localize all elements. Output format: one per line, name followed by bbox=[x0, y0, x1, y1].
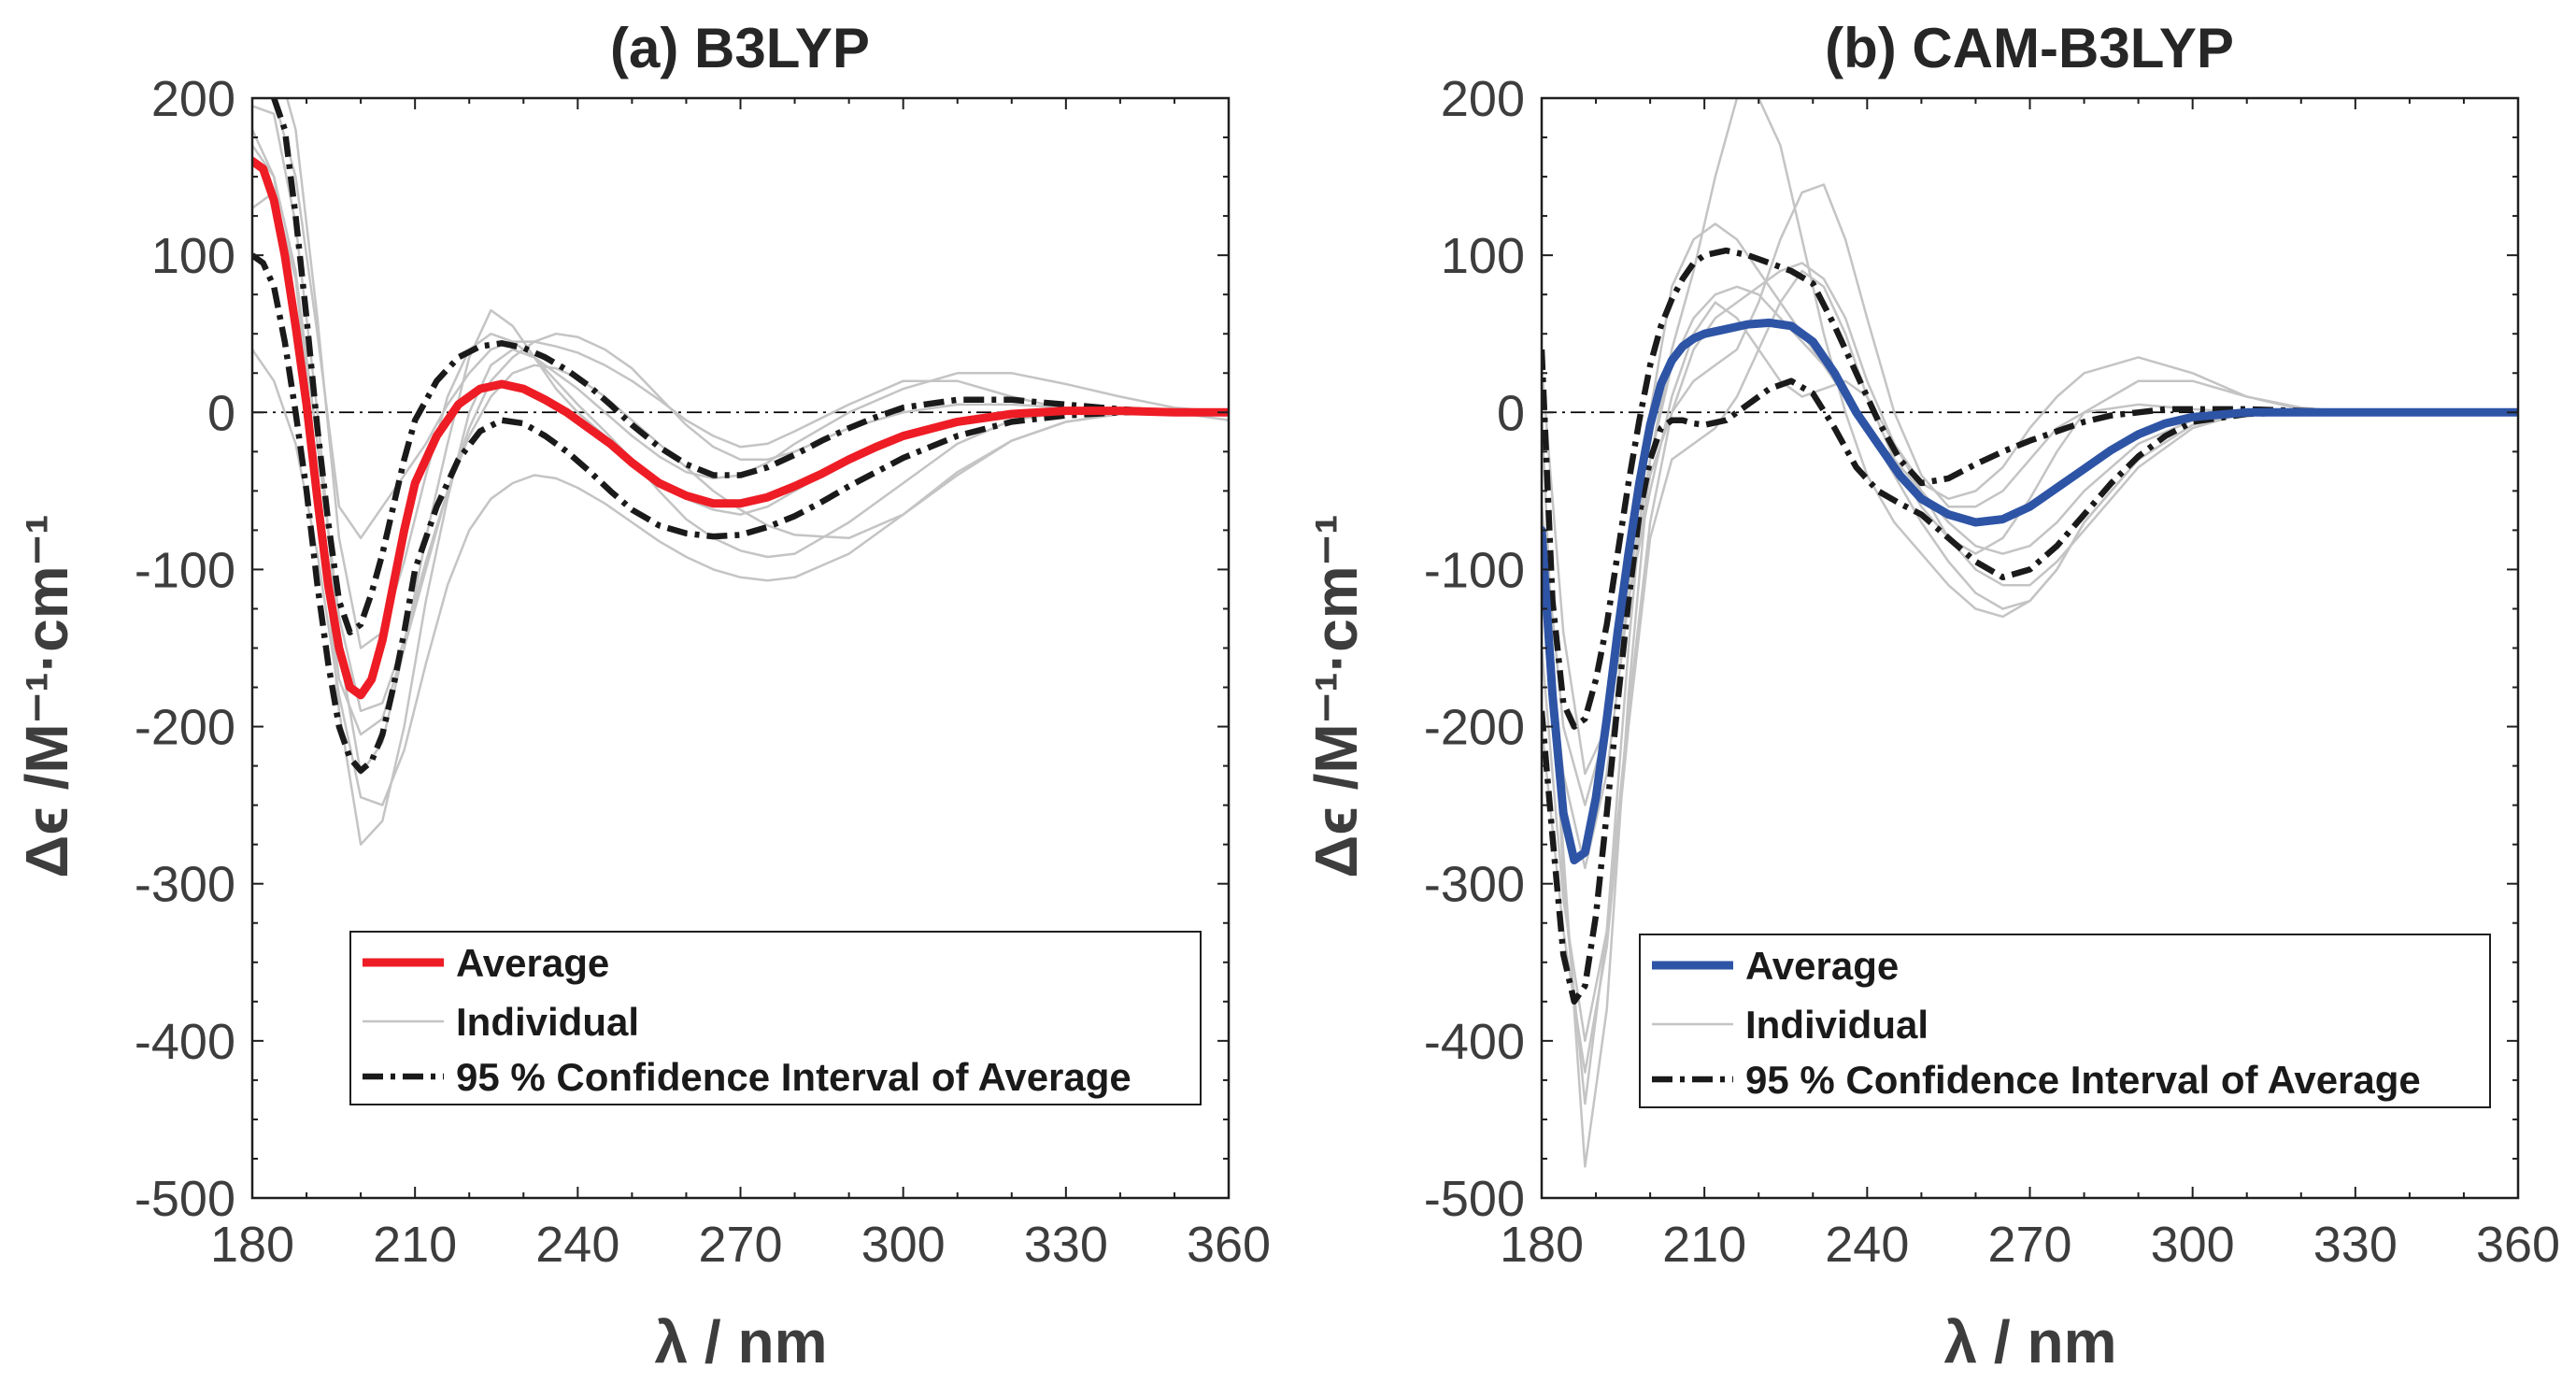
panel-a-x-tick-label: 210 bbox=[373, 1217, 457, 1273]
panel-b-x-axis-label: λ / nm bbox=[1944, 1308, 2117, 1376]
panel-a: (a) B3LYP 200 100 0 -100 -200 -300 -400 -500180… bbox=[13, 17, 1271, 1376]
panel-a-y-tick-label: -400 bbox=[135, 1014, 235, 1070]
panel-b-x-tick-label: 330 bbox=[2313, 1217, 2398, 1273]
panel-b-x-tick-label: 210 bbox=[1662, 1217, 1746, 1273]
panel-b-x-tick-label: 360 bbox=[2476, 1217, 2560, 1273]
panel-a-x-tick-label: 360 bbox=[1187, 1217, 1271, 1273]
panel-b-y-tick-label: -100 bbox=[1424, 542, 1525, 598]
panel-b-ci-line-1 bbox=[1542, 247, 2518, 730]
panel-b-legend-label-average: Average bbox=[1745, 944, 1899, 988]
panel-b-x-tick-label: 300 bbox=[2151, 1217, 2235, 1273]
panel-b-series-group bbox=[1542, 98, 2518, 1168]
panel-a-y-tick-label: -500 bbox=[135, 1171, 235, 1227]
panel-a-x-axis-label: λ / nm bbox=[655, 1308, 828, 1376]
panel-a-y-tick-label: -300 bbox=[135, 857, 235, 913]
panel-b-ci-line-2 bbox=[1542, 378, 2518, 1005]
panel-a-ci-line-1 bbox=[271, 98, 1229, 635]
panel-a-x-tick-label: 240 bbox=[535, 1217, 619, 1273]
panel-b-x-tick-label: 270 bbox=[1987, 1217, 2071, 1273]
panel-b-legend: Average Individual 95 % Confidence Inter… bbox=[1639, 934, 2491, 1108]
panel-b: (b) CAM-B3LYP 200 100 0 -100 -200 -300 -400 -50… bbox=[1302, 17, 2560, 1376]
panel-a-x-tick-label: 270 bbox=[698, 1217, 782, 1273]
panel-a-legend: Average Individual 95 % Confidence Inter… bbox=[349, 931, 1202, 1105]
panel-a-individual-line-6 bbox=[252, 144, 1229, 713]
panel-a-x-tick-label: 330 bbox=[1024, 1217, 1108, 1273]
panel-b-average-line bbox=[1542, 318, 2518, 864]
panel-b-y-tick-label: -500 bbox=[1424, 1171, 1525, 1227]
panel-b-legend-label-individual: Individual bbox=[1745, 1003, 1928, 1047]
panel-a-individual-line-2 bbox=[252, 191, 1229, 846]
panel-b-legend-box bbox=[1639, 934, 2491, 1108]
panel-a-series-group bbox=[252, 98, 1229, 846]
panel-b-title: (b) CAM-B3LYP bbox=[1825, 17, 2234, 79]
panel-b-x-tick-label: 240 bbox=[1825, 1217, 1909, 1273]
panel-a-y-tick-label: -100 bbox=[135, 542, 235, 598]
panel-a-y-tick-label: 0 bbox=[207, 385, 235, 441]
panel-b-y-axis-label: Δϵ /M⁻¹·cm⁻¹ bbox=[1302, 514, 1370, 878]
panel-b-individual-line-6 bbox=[1542, 262, 2518, 1043]
panel-b-y-tick-label: 200 bbox=[1441, 71, 1525, 127]
panel-a-title: (a) B3LYP bbox=[610, 17, 870, 79]
panel-a-legend-label-ci: 95 % Confidence Interval of Average bbox=[456, 1055, 1131, 1099]
panel-a-x-tick-label: 180 bbox=[210, 1217, 294, 1273]
panel-a-y-axis-label: Δϵ /M⁻¹·cm⁻¹ bbox=[13, 514, 80, 878]
panel-a-x-tick-label: 300 bbox=[861, 1217, 946, 1273]
panel-a-legend-label-individual: Individual bbox=[456, 1000, 639, 1044]
panel-a-ci-line-2 bbox=[252, 252, 1229, 774]
panel-a-individual-line-4 bbox=[252, 348, 1229, 806]
panel-b-y-tick-label: 100 bbox=[1441, 228, 1525, 284]
panel-a-individual-line-5 bbox=[285, 98, 1229, 649]
panel-b-y-tick-label: 0 bbox=[1497, 385, 1525, 441]
panel-a-individual-line-3 bbox=[252, 128, 1229, 736]
panel-a-legend-box bbox=[349, 931, 1202, 1105]
panel-a-y-tick-label: -200 bbox=[135, 700, 235, 756]
panel-a-y-tick-label: 100 bbox=[151, 228, 235, 284]
panel-b-legend-label-ci: 95 % Confidence Interval of Average bbox=[1745, 1058, 2421, 1102]
panel-b-y-tick-label: -200 bbox=[1424, 700, 1525, 756]
panel-b-y-tick-label: -400 bbox=[1424, 1014, 1525, 1070]
panel-a-y-tick-label: 200 bbox=[151, 71, 235, 127]
panel-a-individual-line-7 bbox=[252, 98, 1229, 540]
panel-b-x-tick-label: 180 bbox=[1500, 1217, 1584, 1273]
panel-a-legend-label-average: Average bbox=[456, 941, 609, 985]
panel-a-average-line bbox=[252, 156, 1229, 700]
panel-b-y-tick-label: -300 bbox=[1424, 857, 1525, 913]
